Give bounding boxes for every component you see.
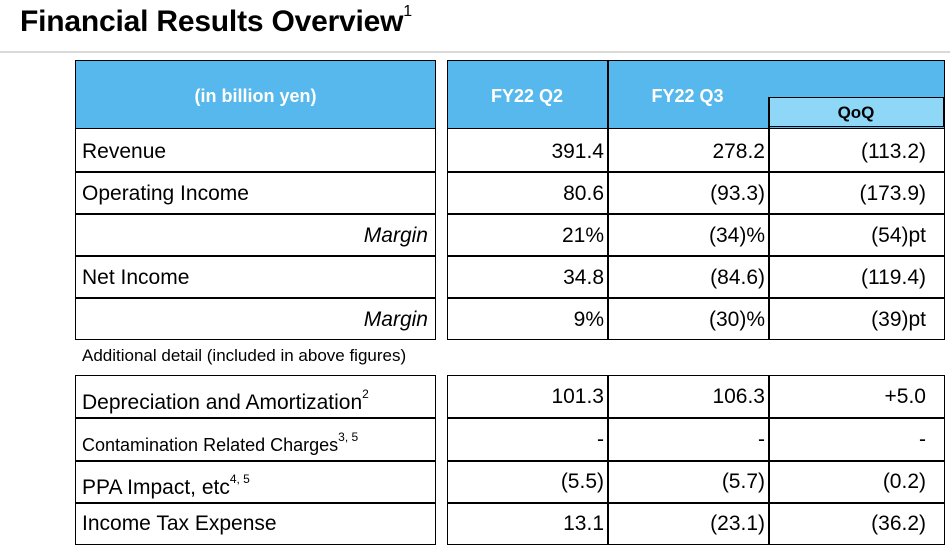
- row-divider: [447, 171, 945, 173]
- row-divider: [75, 255, 436, 257]
- net-margin-fy22-q3: (30)%: [708, 308, 765, 331]
- depreciation-fy22-q2: 101.3: [551, 385, 604, 408]
- operating-margin-fy22-q2: 21%: [561, 224, 604, 247]
- column-divider: [607, 60, 609, 340]
- column-header-qoq: QoQ: [837, 103, 875, 122]
- net-income-fy22-q2: 34.8: [563, 266, 604, 289]
- operating-margin-qoq: (54)pt: [871, 224, 926, 247]
- contamination-qoq: -: [919, 428, 926, 451]
- row-divider: [447, 417, 945, 419]
- row-divider: [447, 502, 945, 504]
- revenue-fy22-q2: 391.4: [551, 140, 604, 163]
- row-divider: [447, 460, 945, 462]
- net-income-qoq: (119.4): [861, 266, 926, 289]
- row-label-net-income: Net Income: [82, 266, 190, 289]
- column-header-fy22-q3: FY22 Q3: [651, 86, 724, 106]
- row-label-depreciation: Depreciation and Amortization2: [82, 387, 369, 414]
- column-divider: [768, 97, 770, 340]
- row-divider: [447, 213, 945, 215]
- row-divider: [447, 255, 945, 257]
- column-header-fy22-q2: FY22 Q2: [490, 86, 564, 106]
- net-income-fy22-q3: (84.6): [710, 266, 765, 289]
- net-margin-qoq: (39)pt: [871, 308, 926, 331]
- row-label-ppa-impact: PPA Impact, etc4, 5: [82, 472, 250, 499]
- row-divider: [447, 297, 945, 299]
- title-divider: [0, 51, 950, 53]
- page-title: Financial Results Overview1: [20, 3, 412, 38]
- ppa-impact-fy22-q2: (5.5): [560, 470, 604, 493]
- ppa-impact-fy22-q3: (5.7): [721, 470, 765, 493]
- header-label-cell: [75, 60, 436, 129]
- depreciation-fy22-q3: 106.3: [712, 385, 765, 408]
- operating-income-qoq: (173.9): [859, 182, 926, 205]
- operating-income-fy22-q3: (93.3): [710, 182, 765, 205]
- contamination-fy22-q3: -: [758, 428, 765, 451]
- row-divider: [75, 171, 436, 173]
- additional-detail-note: Additional detail (included in above fig…: [82, 346, 407, 365]
- row-label-operating-margin: Margin: [363, 224, 428, 247]
- row-label-operating-income: Operating Income: [82, 182, 249, 205]
- contamination-fy22-q2: -: [597, 428, 604, 451]
- unit-label: (in billion yen): [194, 86, 317, 106]
- row-label-net-margin: Margin: [363, 308, 428, 331]
- row-divider: [75, 460, 436, 462]
- row-divider: [75, 417, 436, 419]
- operating-income-fy22-q2: 80.6: [563, 182, 604, 205]
- net-margin-fy22-q2: 9%: [573, 308, 604, 331]
- income-tax-qoq: (36.2): [871, 512, 926, 535]
- row-label-revenue: Revenue: [82, 140, 167, 163]
- row-label-income-tax-expense: Income Tax Expense: [82, 512, 277, 535]
- revenue-qoq: (113.2): [861, 140, 926, 163]
- row-divider: [75, 213, 436, 215]
- depreciation-qoq: +5.0: [884, 385, 926, 408]
- main-values-block: [447, 128, 945, 340]
- row-divider: [75, 502, 436, 504]
- qoq-header-cell: [768, 97, 944, 127]
- revenue-fy22-q3: 278.2: [712, 140, 765, 163]
- row-label-contamination-charges: Contamination Related Charges3, 5: [82, 430, 359, 455]
- main-label-column: [75, 128, 436, 340]
- income-tax-fy22-q3: (23.1): [710, 512, 765, 535]
- row-divider: [75, 297, 436, 299]
- income-tax-fy22-q2: 13.1: [563, 512, 604, 535]
- ppa-impact-qoq: (0.2): [882, 470, 926, 493]
- operating-margin-fy22-q3: (34)%: [708, 224, 765, 247]
- title-footnote-marker: 1: [403, 3, 412, 20]
